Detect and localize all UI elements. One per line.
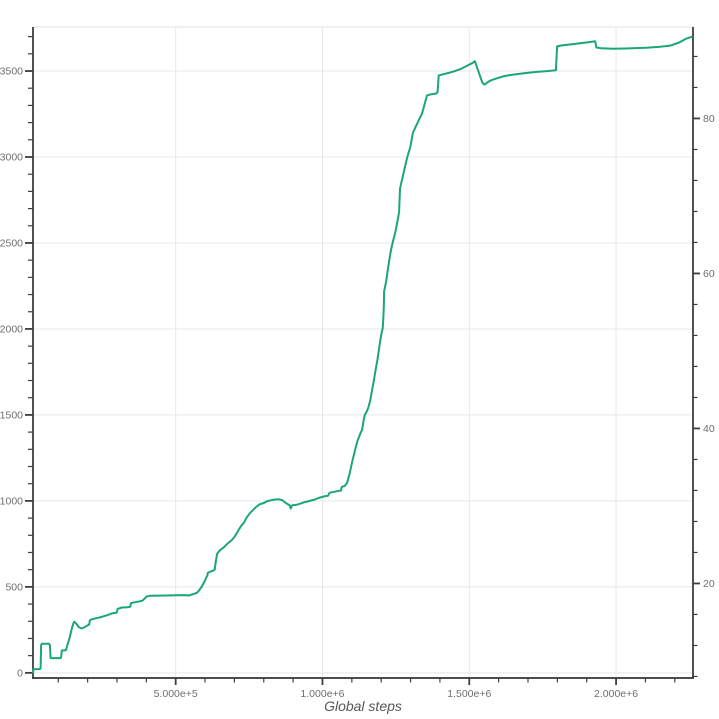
x-tick-label: 1.500e+6 xyxy=(447,688,491,700)
y-left-tick-label: 0 xyxy=(17,667,23,679)
y-left-tick-label: 3500 xyxy=(0,66,23,78)
y-right-tick-label: 40 xyxy=(703,423,715,435)
x-tick-label: 1.000e+6 xyxy=(300,688,344,700)
y-left-tick-label: 2000 xyxy=(0,323,23,335)
y-right-tick-label: 60 xyxy=(703,268,715,280)
y-left-tick-label: 1000 xyxy=(0,495,23,507)
x-axis-title: Global steps xyxy=(324,698,402,714)
x-tick-label: 5.000e+5 xyxy=(154,688,198,700)
y-left-tick-label: 2500 xyxy=(0,237,23,249)
y-left-tick-label: 500 xyxy=(5,581,23,593)
x-tick-label: 2.000e+6 xyxy=(594,688,638,700)
y-left-tick-label: 1500 xyxy=(0,409,23,421)
series-line xyxy=(32,35,693,674)
y-right-tick-label: 80 xyxy=(703,113,715,125)
y-right-tick-label: 20 xyxy=(703,578,715,590)
y-left-tick-label: 3000 xyxy=(0,151,23,163)
